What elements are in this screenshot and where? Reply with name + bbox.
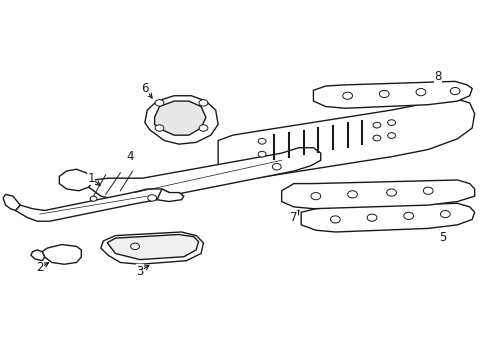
Polygon shape (107, 234, 198, 260)
Polygon shape (3, 194, 20, 211)
Circle shape (450, 87, 460, 95)
Circle shape (367, 214, 377, 221)
Text: 5: 5 (439, 231, 446, 244)
Polygon shape (145, 96, 218, 144)
Circle shape (343, 92, 352, 99)
Circle shape (423, 187, 433, 194)
Polygon shape (89, 148, 321, 202)
Circle shape (331, 216, 340, 223)
Circle shape (155, 125, 164, 131)
Polygon shape (301, 203, 475, 232)
Circle shape (131, 243, 140, 249)
Circle shape (272, 163, 281, 170)
Circle shape (416, 89, 426, 96)
Text: 4: 4 (126, 150, 134, 163)
Polygon shape (314, 81, 472, 108)
Text: 7: 7 (290, 211, 297, 224)
Circle shape (347, 191, 357, 198)
Circle shape (90, 196, 97, 201)
Circle shape (199, 100, 208, 106)
Polygon shape (157, 189, 184, 202)
Circle shape (311, 193, 321, 200)
Text: 6: 6 (141, 82, 148, 95)
Circle shape (379, 90, 389, 98)
Circle shape (199, 125, 208, 131)
Circle shape (155, 100, 164, 106)
Circle shape (373, 122, 381, 128)
Text: 2: 2 (36, 261, 44, 274)
Circle shape (441, 211, 450, 218)
Circle shape (388, 133, 395, 138)
Polygon shape (101, 232, 203, 264)
Circle shape (388, 120, 395, 126)
Circle shape (258, 151, 266, 157)
Polygon shape (218, 99, 475, 178)
Circle shape (373, 135, 381, 141)
Polygon shape (59, 169, 94, 191)
Circle shape (148, 195, 157, 201)
Text: 8: 8 (434, 69, 441, 82)
Polygon shape (31, 250, 45, 261)
Polygon shape (282, 180, 475, 209)
Text: 1: 1 (87, 172, 95, 185)
Polygon shape (42, 244, 81, 264)
Text: 3: 3 (136, 265, 144, 278)
Polygon shape (15, 189, 169, 221)
Circle shape (387, 189, 396, 196)
Polygon shape (155, 101, 206, 135)
Circle shape (404, 212, 414, 220)
Circle shape (258, 138, 266, 144)
